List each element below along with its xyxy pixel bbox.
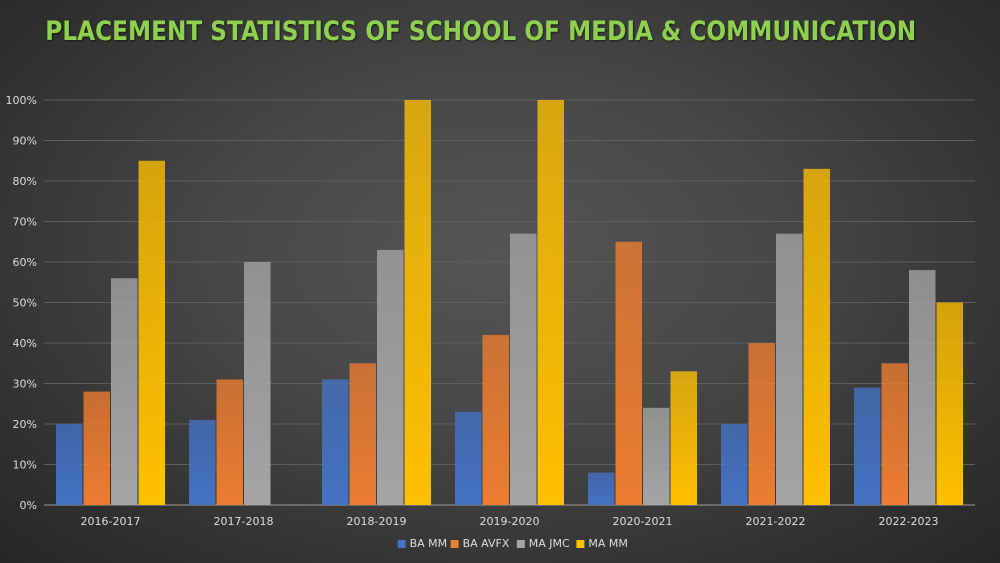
x-tick-label: 2021-2022: [746, 515, 806, 528]
bar-ma-mm-2022-2023: [936, 302, 963, 505]
y-tick-label: 100%: [6, 94, 37, 107]
bar-ba-avfx-2022-2023: [881, 363, 908, 505]
bar-ma-jmc-2019-2020: [510, 233, 537, 505]
bar-ba-mm-2017-2018: [189, 419, 216, 505]
bar-ma-mm-2019-2020: [537, 100, 564, 505]
bars: [56, 100, 963, 505]
bar-ma-mm-2020-2021: [670, 371, 697, 505]
bar-ba-avfx-2019-2020: [482, 334, 509, 505]
y-axis: 0% 10% 20% 30% 40% 50% 60% 70% 80% 90% 100%: [6, 94, 37, 512]
y-tick-label: 20%: [13, 418, 37, 431]
x-tick-label: 2019-2020: [480, 515, 540, 528]
bar-ba-avfx-2021-2022: [748, 343, 775, 505]
bar-ma-jmc-2016-2017: [111, 278, 138, 505]
bar-ba-mm-2021-2022: [721, 424, 748, 505]
bar-ma-mm-2021-2022: [803, 168, 830, 505]
y-tick-label: 30%: [13, 378, 37, 391]
bar-ma-jmc-2020-2021: [643, 407, 670, 505]
bar-ma-jmc-2018-2019: [377, 249, 404, 505]
y-tick-label: 80%: [13, 175, 37, 188]
legend-label-ma-jmc: MA JMC: [529, 537, 570, 550]
legend-swatch-ba-avfx: [450, 540, 459, 548]
bar-ba-avfx-2017-2018: [216, 379, 243, 505]
bar-ba-mm-2020-2021: [588, 472, 615, 505]
bar-ba-mm-2018-2019: [322, 379, 349, 505]
bar-ba-mm-2022-2023: [854, 387, 881, 505]
bar-ma-jmc-2017-2018: [244, 262, 271, 505]
bar-ma-mm-2016-2017: [138, 160, 165, 505]
legend-label-ma-mm: MA MM: [588, 537, 628, 550]
legend-label-ba-avfx: BA AVFX: [463, 537, 510, 550]
x-tick-label: 2017-2018: [214, 515, 274, 528]
y-tick-label: 90%: [13, 135, 37, 148]
bar-ba-avfx-2020-2021: [615, 241, 642, 505]
y-tick-label: 10%: [13, 459, 37, 472]
chart-title: PLACEMENT STATISTICS OF SCHOOL OF MEDIA …: [45, 16, 917, 47]
y-tick-label: 60%: [13, 256, 37, 269]
bar-ba-mm-2019-2020: [455, 411, 482, 505]
x-tick-label: 2016-2017: [81, 515, 141, 528]
legend-label-ba-mm: BA MM: [410, 537, 448, 550]
legend-swatch-ba-mm: [397, 540, 406, 548]
legend-swatch-ma-jmc: [516, 540, 525, 548]
x-tick-label: 2018-2019: [347, 515, 407, 528]
bar-ma-mm-2018-2019: [404, 100, 431, 505]
x-tick-label: 2022-2023: [879, 515, 939, 528]
gridlines: [44, 99, 975, 506]
bar-ma-jmc-2021-2022: [776, 233, 803, 505]
y-tick-label: 50%: [13, 297, 37, 310]
bar-ma-jmc-2022-2023: [909, 270, 936, 505]
y-tick-label: 0%: [20, 499, 37, 512]
bar-ba-avfx-2016-2017: [83, 391, 110, 505]
bar-ba-avfx-2018-2019: [349, 363, 376, 505]
legend-swatch-ma-mm: [576, 540, 585, 548]
y-tick-label: 40%: [13, 337, 37, 350]
x-axis: 2016-2017 2017-2018 2018-2019 2019-2020 2020…: [81, 515, 939, 528]
legend: BA MM BA AVFX MA JMC MA MM: [397, 537, 628, 550]
bar-ba-mm-2016-2017: [56, 424, 83, 505]
x-tick-label: 2020-2021: [613, 515, 673, 528]
y-tick-label: 70%: [13, 216, 37, 229]
